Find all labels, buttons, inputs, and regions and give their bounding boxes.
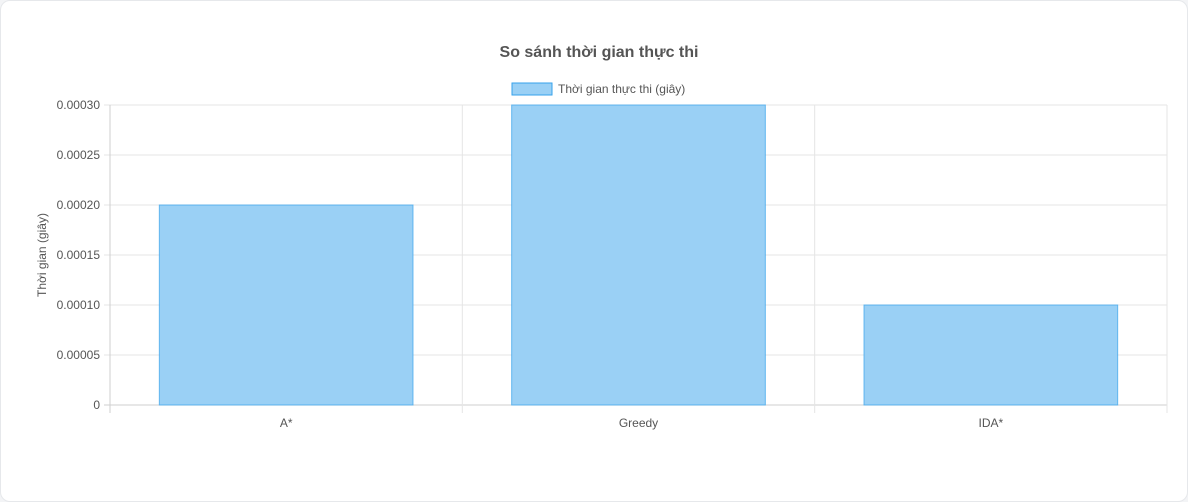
y-tick-label: 0.00030 — [57, 98, 101, 112]
y-tick-label: 0.00025 — [57, 148, 101, 162]
y-axis-title: Thời gian (giây) — [35, 213, 49, 297]
x-tick-label: Greedy — [619, 416, 658, 430]
bar[interactable] — [863, 304, 1119, 406]
legend: Thời gian thực thi (giây) — [511, 82, 685, 96]
bar[interactable] — [511, 104, 766, 406]
y-tick-label: 0.00020 — [57, 198, 101, 212]
x-axis-ticks: A* Greedy IDA* — [280, 416, 1004, 430]
x-tick-label: A* — [280, 416, 293, 430]
x-tick-label: IDA* — [978, 416, 1003, 430]
bars — [158, 104, 1119, 406]
y-axis-ticks: 0 0.00005 0.00010 0.00015 0.00020 0.00025 0.00… — [57, 98, 101, 412]
legend-swatch[interactable] — [511, 82, 553, 96]
legend-label[interactable]: Thời gian thực thi (giây) — [558, 82, 685, 96]
y-tick-label: 0.00015 — [57, 248, 101, 262]
bar-chart: So sánh thời gian thực thi Thời gian thự… — [35, 44, 1168, 430]
chart-title: So sánh thời gian thực thi — [500, 44, 699, 61]
bar[interactable] — [158, 204, 414, 406]
y-tick-label: 0.00005 — [57, 348, 101, 362]
y-tick-label: 0.00010 — [57, 298, 101, 312]
y-tick-label: 0 — [93, 398, 100, 412]
